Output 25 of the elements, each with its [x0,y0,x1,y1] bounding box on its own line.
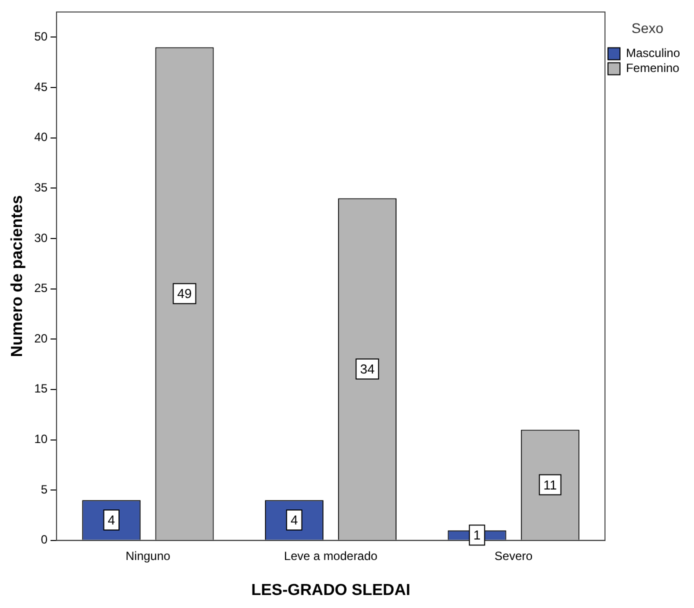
legend-label: Femenino [626,61,680,76]
y-tick-label: 5 [40,482,48,496]
x-axis-title: LES-GRADO SLEDAI [251,582,410,599]
y-axis-title: Numero de pacientes [9,195,26,358]
data-label: 4 [108,512,116,528]
x-tick-label: Severo [494,548,533,563]
x-tick-label: Leve a moderado [284,548,378,563]
y-tick-label: 45 [34,80,48,94]
y-tick-label: 20 [34,331,48,346]
y-tick-label: 10 [34,432,48,446]
legend-title: Sexo [632,20,664,36]
y-tick-label: 35 [34,180,48,194]
data-label: 49 [177,286,192,302]
data-label: 34 [360,362,375,377]
y-tick-label: 25 [34,281,48,296]
x-tick-label: Ninguno [126,548,171,563]
data-label: 11 [543,477,557,492]
y-tick-label: 40 [34,130,48,144]
legend-label: Masculino [626,46,680,60]
y-tick-label: 15 [34,382,48,396]
y-tick-label: 30 [34,230,48,245]
y-tick-label: 50 [34,29,48,44]
y-tick-label: 0 [40,532,48,547]
data-label: 4 [290,512,298,528]
data-label: 1 [473,528,481,543]
